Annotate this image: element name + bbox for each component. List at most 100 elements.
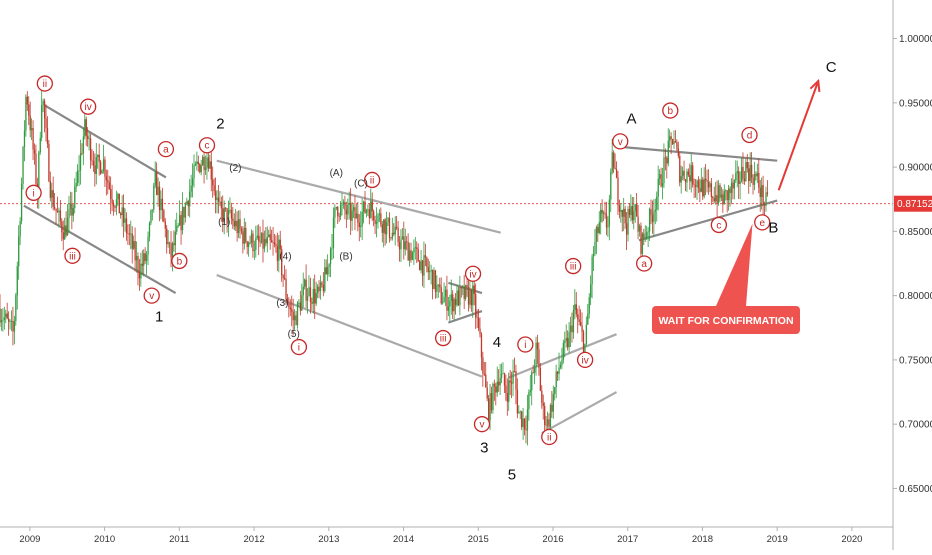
candle-body: [331, 248, 333, 249]
candle-body: [304, 279, 306, 287]
candle-body: [559, 364, 562, 368]
candle-body: [513, 370, 516, 372]
candle-body: [499, 377, 501, 386]
candle-body: [401, 236, 404, 240]
candle-body: [25, 96, 27, 131]
candle-body: [160, 198, 162, 211]
candle-body: [381, 224, 383, 233]
candle-body: [163, 210, 165, 222]
candle-body: [268, 234, 270, 238]
candle-body: [187, 201, 189, 207]
candle-body: [324, 267, 326, 292]
candle-body: [272, 242, 274, 243]
candle-body: [156, 172, 158, 195]
candle-body: [544, 405, 546, 426]
candle-body: [460, 287, 463, 289]
candle-body: [258, 235, 260, 242]
candle-body: [508, 380, 510, 402]
candle-body: [259, 241, 261, 243]
candle-body: [141, 263, 143, 266]
trendline-tri4-lower: [448, 310, 483, 324]
candle-body: [82, 136, 85, 154]
trendline-ch5-upper: [507, 333, 617, 379]
candle-body: [510, 382, 513, 384]
wave-label-red: iv: [85, 102, 92, 113]
candle-body: [472, 285, 474, 306]
y-tick-label: 0.90000: [899, 163, 932, 174]
candle-body: [322, 284, 325, 292]
candle-body: [766, 192, 769, 194]
candle-body: [615, 169, 618, 178]
candle-body: [546, 419, 549, 426]
candle-body: [625, 223, 628, 235]
candle-body: [298, 302, 300, 304]
candle-body: [342, 201, 345, 205]
candle-body: [145, 254, 148, 261]
candle-body: [636, 204, 638, 217]
candle-body: [676, 142, 678, 149]
wave-label-red: ii: [370, 175, 374, 186]
candle-body: [299, 302, 302, 311]
candle-body: [352, 207, 355, 211]
candle-body: [368, 209, 371, 218]
wave-label-red: iii: [440, 334, 447, 345]
candle-body: [476, 317, 478, 319]
candle-body: [269, 234, 271, 241]
candle-body: [35, 153, 37, 184]
candle-body: [283, 278, 286, 279]
candle-body: [742, 166, 744, 179]
wave-circle: [741, 126, 758, 144]
candle-body: [702, 179, 704, 197]
candle-body: [281, 249, 283, 275]
trendline-tri-lower: [638, 199, 778, 242]
candle-body: [367, 209, 369, 211]
candle-body: [115, 199, 118, 208]
candle-body: [41, 105, 43, 138]
candle-body: [709, 183, 711, 188]
candle-body: [380, 213, 382, 225]
candle-body: [253, 250, 256, 251]
wave-circle: [290, 338, 308, 356]
candle-body: [74, 186, 76, 209]
candle-body: [66, 217, 69, 236]
candle-body: [578, 319, 580, 322]
candle-body: [533, 367, 536, 373]
candle-body: [611, 152, 613, 172]
candle-body: [210, 161, 212, 180]
y-tick-label: 0.65000: [899, 484, 932, 495]
candle-body: [362, 201, 365, 212]
candle-body: [452, 294, 454, 312]
candle-body: [302, 286, 304, 296]
candle-body: [700, 179, 702, 192]
candle-body: [311, 302, 313, 304]
candle-body: [656, 196, 658, 210]
candle-body: [746, 162, 748, 169]
candle-body: [130, 233, 132, 235]
candle-body: [660, 174, 662, 187]
trendline-ch1-upper: [44, 104, 167, 179]
candle-body: [396, 226, 398, 228]
candle-body: [120, 213, 122, 216]
candle-body: [235, 220, 237, 227]
candle-body: [200, 165, 202, 173]
candle-body: [703, 178, 705, 197]
candle-body: [442, 302, 444, 304]
wave-label-big: A: [626, 110, 636, 127]
candle-body: [329, 248, 332, 265]
candle-body: [62, 232, 64, 240]
candle-body: [61, 221, 63, 233]
candle-body: [105, 176, 108, 181]
candle-body: [275, 244, 277, 246]
candle-body: [758, 172, 760, 188]
candle-body: [397, 227, 399, 243]
wave-circle: [473, 416, 491, 433]
wave-label-projection: C: [826, 59, 837, 76]
candle-body: [620, 209, 622, 212]
candle-body: [225, 207, 227, 209]
candle-body: [565, 338, 567, 342]
candle-body: [176, 225, 178, 232]
candle-body: [102, 159, 105, 171]
candle-body: [568, 331, 570, 348]
candle-body: [707, 181, 710, 188]
candle-body: [581, 325, 583, 332]
